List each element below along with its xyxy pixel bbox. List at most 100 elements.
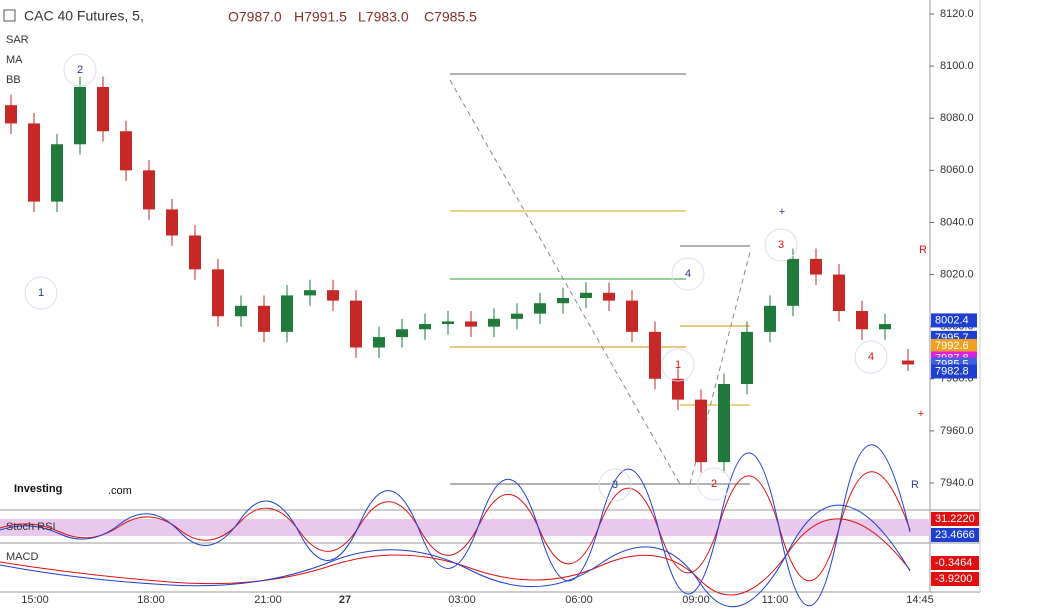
logo-suffix: .com xyxy=(108,485,132,497)
candle-body xyxy=(603,292,615,301)
candle-body xyxy=(51,144,63,202)
candle-body xyxy=(465,321,477,327)
candle-body xyxy=(442,321,454,325)
price-tag xyxy=(931,364,977,379)
stoch-line xyxy=(0,444,911,607)
candle-body xyxy=(327,290,339,301)
candle-body xyxy=(695,399,707,463)
price-tag-label: 8002.4 xyxy=(935,314,969,326)
panel-label: MACD xyxy=(6,551,38,563)
y-tick-label: 8020.0 xyxy=(940,268,974,280)
indicator-label[interactable]: SAR xyxy=(6,34,29,46)
annotation-label: 2 xyxy=(77,64,83,76)
candle-body xyxy=(97,86,109,132)
x-tick-label: 18:00 xyxy=(137,594,165,606)
candle-body xyxy=(534,303,546,314)
y-tick-label: 8040.0 xyxy=(940,216,974,228)
panel-label: Stoch RSI xyxy=(6,521,56,533)
candle-body xyxy=(580,292,592,299)
candle-body xyxy=(281,295,293,332)
annotation-label: 1 xyxy=(38,287,44,299)
candle-body xyxy=(626,300,638,332)
y-tick-label: 8100.0 xyxy=(940,60,974,72)
x-tick-label: 09:00 xyxy=(682,594,710,606)
x-tick-label: 15:00 xyxy=(21,594,49,606)
x-tick-label: 14:45 xyxy=(906,594,934,606)
y-tick-label: 7940.0 xyxy=(940,477,974,489)
annotation-label: 2 xyxy=(711,478,717,490)
plus-icon: + xyxy=(779,206,785,218)
macd-line xyxy=(0,504,911,608)
indicator-tag xyxy=(931,528,979,542)
candle-body xyxy=(258,305,270,332)
annotation-circle xyxy=(661,348,695,382)
ohlc-close: C7985.5 xyxy=(424,9,477,25)
indicator-label[interactable]: BB xyxy=(6,74,21,86)
candle-body xyxy=(557,298,569,304)
y-tick-label: 8060.0 xyxy=(940,164,974,176)
macd-line xyxy=(0,518,911,596)
price-tag-label: 7992.6 xyxy=(935,340,969,352)
collapse-icon[interactable] xyxy=(3,9,16,22)
annotation-label: 4 xyxy=(868,351,874,363)
candle-body xyxy=(5,105,17,124)
indicator-tag xyxy=(931,512,979,526)
candle-body xyxy=(419,324,431,330)
x-tick-label: 11:00 xyxy=(762,594,789,606)
plus-icon: + xyxy=(918,408,924,420)
annotation-label: R xyxy=(911,479,919,491)
candle-body xyxy=(833,274,845,312)
annotation-circle xyxy=(854,340,888,374)
ohlc-high: H7991.5 xyxy=(294,9,347,25)
candle-body xyxy=(902,360,914,365)
candle-body xyxy=(511,313,523,319)
candle-body xyxy=(235,305,247,317)
candle-body xyxy=(810,258,822,275)
annotation-circle xyxy=(697,467,731,501)
annotation-label: 3 xyxy=(612,479,618,491)
symbol: CAC 40 Futures, 5, xyxy=(24,8,144,24)
candle-body xyxy=(879,324,891,330)
annotation-circle xyxy=(598,468,632,502)
annotation-label: 1 xyxy=(675,359,681,371)
ohlc-low: L7983.0 xyxy=(358,9,409,25)
indicator-label[interactable]: MA xyxy=(6,54,23,66)
y-tick-label: 8080.0 xyxy=(940,112,974,124)
ohlc-open: O7987.0 xyxy=(228,9,282,25)
annotation-label: 4 xyxy=(685,268,691,280)
x-tick-label: 06:00 xyxy=(565,594,593,606)
candle-body xyxy=(28,123,40,202)
price-tag xyxy=(931,338,977,353)
candle-body xyxy=(120,131,132,171)
candle-body xyxy=(856,311,868,330)
candle-body xyxy=(787,258,799,306)
annotation-circle xyxy=(671,257,705,291)
x-tick-label: 21:00 xyxy=(254,594,282,606)
candle-body xyxy=(741,331,753,384)
candle-body xyxy=(212,269,224,317)
indicator-tag-label: 23.4666 xyxy=(935,529,975,541)
candle-body xyxy=(74,86,86,145)
indicator-tag-label: -0.3464 xyxy=(935,557,972,569)
price-tag xyxy=(931,313,977,328)
candle-body xyxy=(488,318,500,327)
stoch-band xyxy=(0,519,930,536)
candle-body xyxy=(166,209,178,236)
candle-body xyxy=(718,383,730,463)
indicator-tag xyxy=(931,572,979,586)
annotation-circle xyxy=(764,228,798,262)
annotation-label: 3 xyxy=(778,239,784,251)
candle-body xyxy=(396,329,408,338)
candle-body xyxy=(143,170,155,210)
candle-body xyxy=(189,235,201,270)
candle-body xyxy=(764,305,776,332)
annotation-circle xyxy=(24,276,58,310)
candle-body xyxy=(304,290,316,296)
price-tag-label: 7982.8 xyxy=(935,365,969,377)
annotation-circle xyxy=(63,53,97,87)
indicator-tag-label: -3.9200 xyxy=(935,573,972,585)
candle-body xyxy=(373,337,385,348)
trend-line xyxy=(449,79,681,485)
